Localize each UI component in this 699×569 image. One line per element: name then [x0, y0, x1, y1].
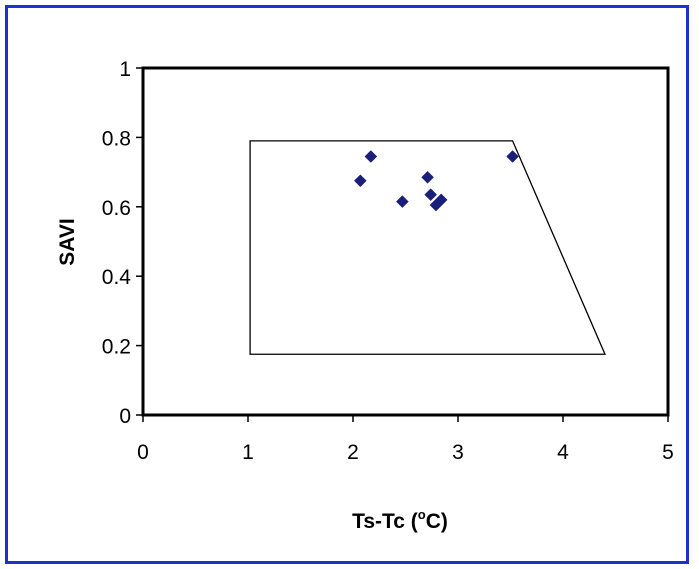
y-tick-label: 0.2: [102, 336, 131, 359]
data-point: [364, 150, 378, 163]
y-axis-ticks: 0 0.2 0.4 0.6 0.8 1: [102, 58, 143, 428]
data-point: [395, 195, 409, 208]
x-axis-title-end: C): [426, 510, 448, 533]
x-axis-title-superscript: o: [418, 507, 426, 522]
data-point: [353, 174, 367, 188]
x-axis-ticks: 0 1 2 3 4 5: [137, 415, 674, 464]
data-points: [353, 150, 519, 212]
x-tick-label: 0: [137, 441, 149, 464]
x-axis-title-main: Ts-Tc (: [352, 510, 418, 533]
data-point: [421, 170, 434, 184]
x-tick-label: 2: [347, 441, 359, 464]
chart-frame: [5, 5, 689, 564]
plot-area-border: [141, 66, 670, 417]
boundary-polygon: [249, 140, 606, 355]
data-point: [424, 188, 438, 202]
y-tick-label: 1: [119, 58, 131, 81]
y-tick-label: 0.6: [102, 197, 131, 220]
y-axis-title: SAVI: [56, 218, 79, 265]
y-tick-label: 0.8: [102, 127, 131, 150]
x-tick-label: 4: [557, 441, 569, 464]
x-tick-label: 1: [242, 441, 254, 464]
x-axis-title: Ts-Tc (oC): [352, 507, 448, 533]
data-point: [434, 193, 448, 207]
x-tick-label: 5: [662, 441, 674, 464]
y-tick-label: 0: [119, 405, 131, 428]
y-tick-label: 0.4: [102, 266, 132, 289]
x-tick-label: 3: [452, 441, 464, 464]
data-point: [506, 150, 519, 163]
